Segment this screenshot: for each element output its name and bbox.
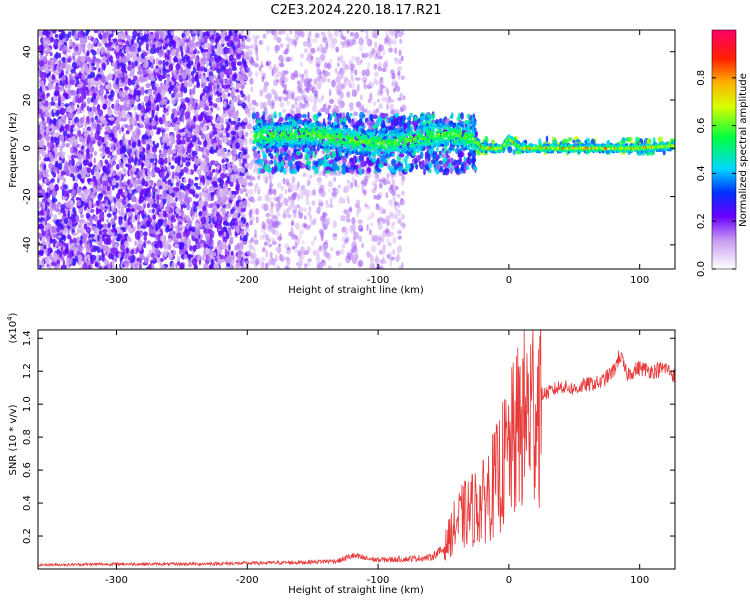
spectrogram-x-ticks: -300 -200 -100 0 100 — [105, 30, 649, 286]
x-tick-label: -200 — [236, 275, 259, 286]
colorbar-tick-label: 0.4 — [696, 165, 707, 181]
snr-plot-area — [38, 330, 675, 569]
x-tick-label: 100 — [630, 275, 649, 286]
spectrogram-frame — [37, 29, 676, 270]
snr-frame — [37, 329, 676, 570]
snr-y-ticks: 0.2 0.4 0.6 0.8 1.0 1.2 1.4 — [22, 330, 675, 544]
y-tick-label: 0 — [22, 145, 33, 151]
x-tick-label: -200 — [236, 575, 259, 586]
x-tick-label: -300 — [105, 575, 128, 586]
y-tick-label: -20 — [22, 188, 33, 204]
spectrogram-heatmap — [38, 30, 675, 269]
y-tick-label: 0.2 — [22, 528, 33, 544]
snr-y-scale-label: (x104) — [6, 312, 19, 343]
colorbar-tick-label: 0.8 — [696, 70, 707, 86]
colorbar-label: Normalized spectral amplitude — [738, 73, 749, 227]
colorbar-gradient — [711, 29, 737, 270]
snr-y-label: SNR (10 * v/v) — [8, 404, 19, 475]
snr-panel: -300 -200 -100 0 100 0.2 0.4 0.6 0.8 1.0 1.2 1.4 H… — [6, 312, 676, 596]
y-tick-label: 20 — [22, 94, 33, 107]
spectrogram-x-label: Height of straight line (km) — [288, 285, 424, 296]
colorbar: 0.0 0.2 0.4 0.6 0.8 Normalized spectral ampl… — [696, 29, 749, 277]
y-tick-label: 40 — [22, 45, 33, 58]
x-tick-label: -100 — [367, 575, 390, 586]
x-tick-label: 0 — [506, 275, 512, 286]
colorbar-tick-label: 0.2 — [696, 213, 707, 229]
y-tick-label: 0.8 — [22, 429, 33, 445]
y-tick-label: -40 — [22, 237, 33, 253]
y-tick-label: 1.2 — [22, 363, 33, 379]
snr-x-label: Height of straight line (km) — [288, 585, 424, 596]
snr-series-line — [38, 330, 675, 568]
spectrogram-y-label: Frequency (Hz) — [8, 112, 19, 188]
colorbar-tick-label: 0.6 — [696, 118, 707, 134]
x-tick-label: 100 — [630, 575, 649, 586]
colorbar-ticks: 0.0 0.2 0.4 0.6 0.8 — [696, 70, 736, 277]
snr-x-ticks: -300 -200 -100 0 100 — [105, 330, 649, 586]
spectrogram-y-ticks: -40 -20 0 20 40 — [22, 45, 675, 253]
chart-title: C2E3.2024.220.18.17.R21 — [270, 3, 441, 18]
x-tick-label: 0 — [506, 575, 512, 586]
y-tick-label: 0.4 — [22, 495, 33, 511]
y-tick-label: 1.4 — [22, 330, 33, 346]
x-tick-label: -300 — [105, 275, 128, 286]
colorbar-tick-label: 0.0 — [696, 261, 707, 277]
y-tick-label: 1.0 — [22, 396, 33, 412]
x-tick-label: -100 — [367, 275, 390, 286]
y-tick-label: 0.6 — [22, 462, 33, 478]
